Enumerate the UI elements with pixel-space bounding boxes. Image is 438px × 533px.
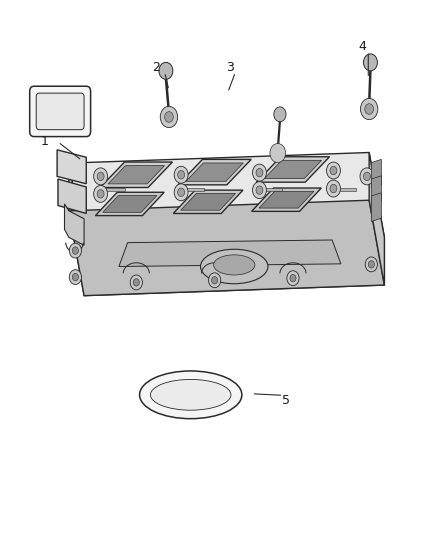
Circle shape [212, 277, 218, 284]
Circle shape [94, 168, 108, 185]
Polygon shape [178, 159, 251, 185]
Circle shape [178, 188, 185, 197]
Circle shape [133, 279, 139, 286]
Circle shape [97, 190, 104, 198]
Circle shape [72, 273, 78, 281]
Ellipse shape [140, 371, 242, 419]
Polygon shape [84, 237, 385, 296]
Polygon shape [69, 152, 385, 248]
Polygon shape [256, 157, 329, 182]
Polygon shape [58, 179, 86, 214]
Circle shape [69, 243, 81, 258]
Circle shape [287, 271, 299, 286]
Circle shape [208, 273, 221, 288]
Circle shape [360, 168, 374, 185]
Circle shape [330, 184, 337, 193]
Polygon shape [180, 193, 236, 210]
Polygon shape [264, 160, 321, 179]
Circle shape [364, 172, 371, 181]
Circle shape [178, 171, 185, 179]
Polygon shape [101, 188, 124, 191]
Circle shape [256, 168, 263, 177]
Circle shape [253, 182, 266, 199]
Polygon shape [371, 193, 381, 221]
Polygon shape [100, 162, 173, 188]
Circle shape [97, 172, 104, 181]
Circle shape [274, 107, 286, 122]
Polygon shape [332, 188, 356, 191]
Polygon shape [252, 188, 321, 212]
Circle shape [94, 185, 108, 203]
Circle shape [72, 247, 78, 254]
Polygon shape [69, 200, 385, 296]
Circle shape [368, 261, 374, 268]
Polygon shape [180, 188, 204, 191]
Ellipse shape [150, 379, 231, 410]
Polygon shape [69, 163, 84, 296]
Polygon shape [258, 188, 282, 191]
Text: 1: 1 [41, 135, 49, 148]
Circle shape [326, 180, 340, 197]
Circle shape [159, 62, 173, 79]
Circle shape [174, 184, 188, 201]
Circle shape [364, 54, 378, 71]
Circle shape [69, 270, 81, 285]
Circle shape [365, 104, 374, 114]
Circle shape [253, 164, 266, 181]
Ellipse shape [214, 255, 255, 275]
Circle shape [330, 166, 337, 175]
Polygon shape [57, 150, 86, 184]
Circle shape [326, 162, 340, 179]
Text: 3: 3 [226, 61, 234, 74]
Text: 5: 5 [283, 393, 290, 407]
Circle shape [365, 257, 378, 272]
Circle shape [270, 143, 286, 163]
Polygon shape [369, 152, 385, 285]
FancyBboxPatch shape [30, 86, 91, 136]
Polygon shape [371, 176, 381, 205]
Circle shape [290, 274, 296, 282]
Circle shape [360, 99, 378, 119]
Circle shape [160, 107, 178, 127]
Ellipse shape [201, 249, 268, 284]
Circle shape [130, 275, 142, 290]
Polygon shape [371, 159, 381, 188]
Polygon shape [95, 192, 164, 216]
Circle shape [256, 186, 263, 195]
Circle shape [165, 112, 173, 122]
Polygon shape [259, 191, 314, 208]
Polygon shape [102, 196, 157, 212]
Polygon shape [108, 166, 165, 184]
FancyBboxPatch shape [36, 93, 84, 130]
Text: 2: 2 [152, 61, 160, 74]
Polygon shape [119, 240, 341, 266]
Circle shape [174, 166, 188, 183]
Polygon shape [186, 163, 244, 181]
Polygon shape [64, 204, 84, 245]
Polygon shape [173, 190, 243, 214]
Text: 4: 4 [359, 40, 367, 53]
